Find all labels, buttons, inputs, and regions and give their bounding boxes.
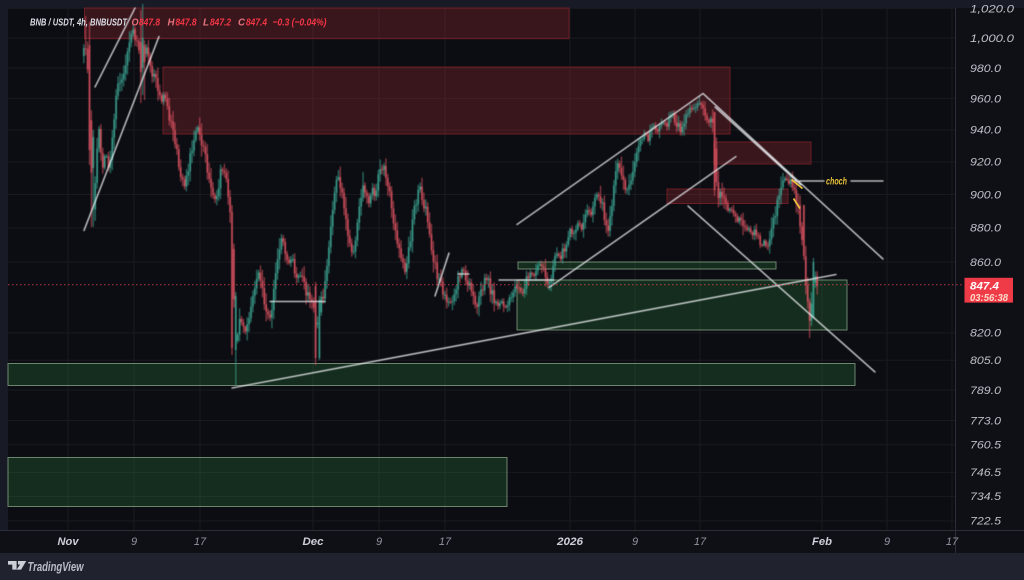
svg-text:773.0: 773.0 <box>970 415 1002 427</box>
svg-text:860.0: 860.0 <box>970 257 1002 269</box>
svg-text:847.8: 847.8 <box>139 17 160 29</box>
svg-text:9: 9 <box>884 536 890 548</box>
svg-text:03:56:38: 03:56:38 <box>970 292 1008 304</box>
svg-text:9: 9 <box>131 536 137 548</box>
svg-text:820.0: 820.0 <box>970 328 1002 340</box>
svg-text:Dec: Dec <box>303 536 324 548</box>
svg-text:1,000.0: 1,000.0 <box>970 33 1015 45</box>
svg-text:TradingView: TradingView <box>28 559 85 574</box>
svg-text:17: 17 <box>946 536 959 548</box>
svg-text:choch: choch <box>826 176 847 188</box>
svg-text:734.5: 734.5 <box>970 491 1002 503</box>
svg-text:847.4: 847.4 <box>970 281 999 293</box>
svg-text:940.0: 940.0 <box>970 125 1002 137</box>
svg-text:Nov: Nov <box>58 536 80 548</box>
svg-text:920.0: 920.0 <box>970 157 1002 169</box>
svg-text:760.5: 760.5 <box>970 440 1002 452</box>
svg-text:C: C <box>238 17 245 29</box>
svg-text:900.0: 900.0 <box>970 189 1002 201</box>
svg-text:9: 9 <box>376 536 382 548</box>
svg-text:9: 9 <box>632 536 638 548</box>
svg-text:Feb: Feb <box>812 536 832 548</box>
svg-text:17: 17 <box>439 536 452 548</box>
svg-text:980.0: 980.0 <box>970 63 1002 75</box>
svg-text:1,020.0: 1,020.0 <box>970 3 1015 15</box>
svg-text:847.4: 847.4 <box>246 17 267 29</box>
svg-text:17: 17 <box>694 536 707 548</box>
svg-text:−0.3 (−0.04%): −0.3 (−0.04%) <box>273 17 327 29</box>
svg-text:880.0: 880.0 <box>970 223 1002 235</box>
svg-text:BNB / USDT, 4h, BNBUSDT: BNB / USDT, 4h, BNBUSDT <box>30 17 128 29</box>
svg-text:847.2: 847.2 <box>210 17 231 29</box>
svg-text:789.0: 789.0 <box>970 385 1002 397</box>
svg-text:O: O <box>132 17 139 29</box>
svg-text:17: 17 <box>194 536 207 548</box>
svg-text:847.8: 847.8 <box>176 17 197 29</box>
svg-text:722.5: 722.5 <box>970 516 1002 528</box>
svg-text:2026: 2026 <box>556 536 584 548</box>
svg-text:746.5: 746.5 <box>970 467 1002 479</box>
svg-text:805.0: 805.0 <box>970 355 1002 367</box>
svg-text:L: L <box>203 17 209 29</box>
svg-text:960.0: 960.0 <box>970 93 1002 105</box>
svg-text:H: H <box>168 17 175 29</box>
